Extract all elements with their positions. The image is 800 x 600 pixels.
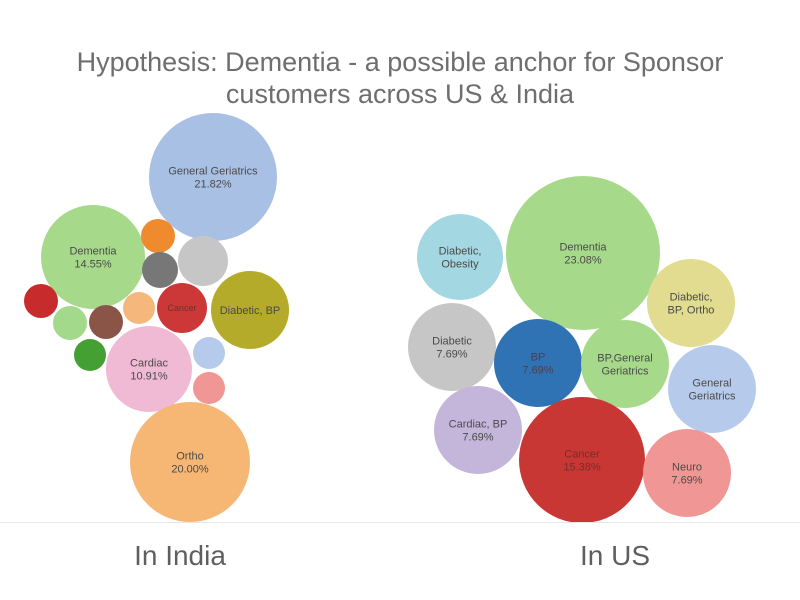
bubble-india-green-light <box>53 306 87 340</box>
bubble-india-orange-small <box>141 219 175 253</box>
bubble-india-peach-small <box>123 292 155 324</box>
bubble-india-red-left <box>24 284 58 318</box>
bubble-us-bp-general-geriatrics-label: Geriatrics <box>601 365 649 377</box>
bubble-india-dementia-value: 14.55% <box>74 258 112 270</box>
bubble-us-diabetic-obesity-label: Obesity <box>441 258 479 270</box>
bubble-us-dementia-label: Dementia <box>559 241 607 253</box>
bubble-us-general-geriatrics <box>668 345 756 433</box>
bubble-us-diabetic-obesity <box>417 214 503 300</box>
chart-title-line-2: customers across US & India <box>225 79 575 109</box>
bubble-us-diabetic-bp-ortho-label: Diabetic, <box>670 291 713 303</box>
bubble-us-cancer-label: Cancer <box>564 448 600 460</box>
bubble-india-ortho-label: Ortho <box>176 450 204 462</box>
bubble-us-cardiac-bp-value: 7.69% <box>462 431 493 443</box>
bubble-us-general-geriatrics-label: General <box>692 377 731 389</box>
bubble-us-cardiac-bp <box>434 386 522 474</box>
bubble-india-green-dark <box>74 339 106 371</box>
bubble-us-dementia <box>506 176 660 330</box>
bubble-india-ortho <box>130 402 250 522</box>
panel-label-us: In US <box>579 540 651 571</box>
baseline-divider <box>0 522 800 523</box>
bubble-us-diabetic <box>408 303 496 391</box>
bubble-us-bp-general-geriatrics-label: BP,General <box>597 352 652 364</box>
chart-title-line-1: Hypothesis: Dementia - a possible anchor… <box>76 47 724 77</box>
bubble-india-blue-small <box>193 337 225 369</box>
bubble-us-bp-value: 7.69% <box>522 364 553 376</box>
bubble-india-cancer-label: Cancer <box>167 303 196 313</box>
bubble-india-dementia-label: Dementia <box>69 245 117 257</box>
bubble-us-cancer <box>519 397 645 523</box>
bubble-india-diabetic-bp <box>211 271 289 349</box>
bubble-us-bp-label: BP <box>531 351 546 363</box>
bubble-us-diabetic-value: 7.69% <box>436 348 467 360</box>
bubble-india-gray-light <box>178 236 228 286</box>
bubble-india-pink-small <box>193 372 225 404</box>
bubble-us-cancer-value: 15.38% <box>563 461 601 473</box>
bubble-us-bp-general-geriatrics <box>581 320 669 408</box>
bubble-us-diabetic-bp-ortho-label: BP, Ortho <box>668 304 715 316</box>
bubble-us-neuro-label: Neuro <box>672 461 702 473</box>
bubble-india-general-geriatrics-value: 21.82% <box>194 178 232 190</box>
bubble-us-neuro <box>643 429 731 517</box>
bubble-india-gray-dark <box>142 252 178 288</box>
bubble-us-neuro-value: 7.69% <box>671 474 702 486</box>
bubble-chart-us: Diabetic,ObesityDementia23.08%Diabetic,B… <box>408 176 756 523</box>
bubble-india-cardiac-label: Cardiac <box>130 357 168 369</box>
bubble-india-diabetic-bp-label: Diabetic, BP <box>220 305 281 317</box>
panel-label-india: In India <box>134 540 226 571</box>
bubble-us-cardiac-bp-label: Cardiac, BP <box>449 418 508 430</box>
bubble-india-ortho-value: 20.00% <box>171 463 209 475</box>
bubble-us-bp <box>494 319 582 407</box>
bubble-india-dementia <box>41 205 145 309</box>
bubble-us-diabetic-bp-ortho <box>647 259 735 347</box>
bubble-india-cancer <box>157 283 207 333</box>
bubble-india-general-geriatrics <box>149 113 277 241</box>
bubble-india-cardiac <box>106 326 192 412</box>
chart-title: Hypothesis: Dementia - a possible anchor… <box>0 46 800 110</box>
bubble-india-brown <box>89 305 123 339</box>
bubble-us-diabetic-label: Diabetic <box>432 335 472 347</box>
bubble-us-diabetic-obesity-label: Diabetic, <box>439 245 482 257</box>
bubble-india-general-geriatrics-label: General Geriatrics <box>168 165 258 177</box>
bubble-us-dementia-value: 23.08% <box>564 254 602 266</box>
bubble-us-general-geriatrics-label: Geriatrics <box>688 390 736 402</box>
bubble-india-cardiac-value: 10.91% <box>130 370 168 382</box>
